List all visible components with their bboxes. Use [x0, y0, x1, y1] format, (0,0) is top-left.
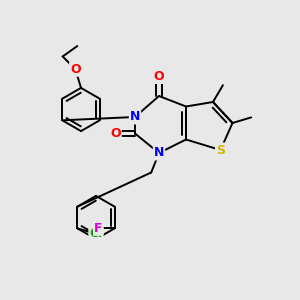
Text: N: N	[130, 110, 140, 124]
Text: Cl: Cl	[89, 227, 103, 240]
Text: N: N	[154, 146, 164, 160]
Text: O: O	[154, 70, 164, 83]
Text: O: O	[110, 127, 121, 140]
Text: S: S	[216, 143, 225, 157]
Text: F: F	[94, 222, 103, 235]
Text: O: O	[70, 63, 81, 76]
